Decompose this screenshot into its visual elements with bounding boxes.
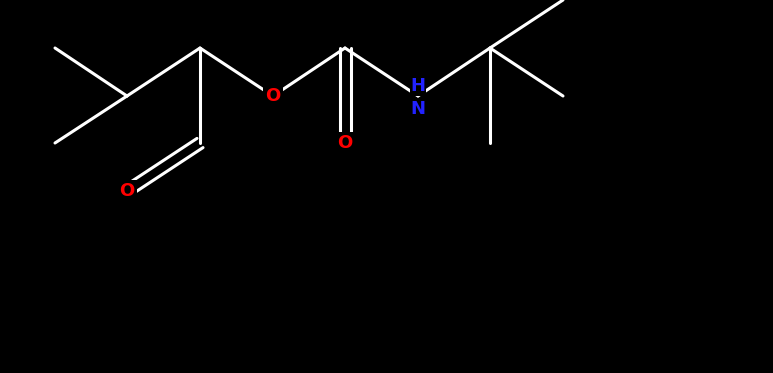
Text: N: N (410, 100, 425, 118)
Text: O: O (265, 87, 281, 105)
Text: O: O (119, 182, 135, 200)
Text: H: H (410, 77, 425, 95)
Text: O: O (337, 134, 352, 152)
